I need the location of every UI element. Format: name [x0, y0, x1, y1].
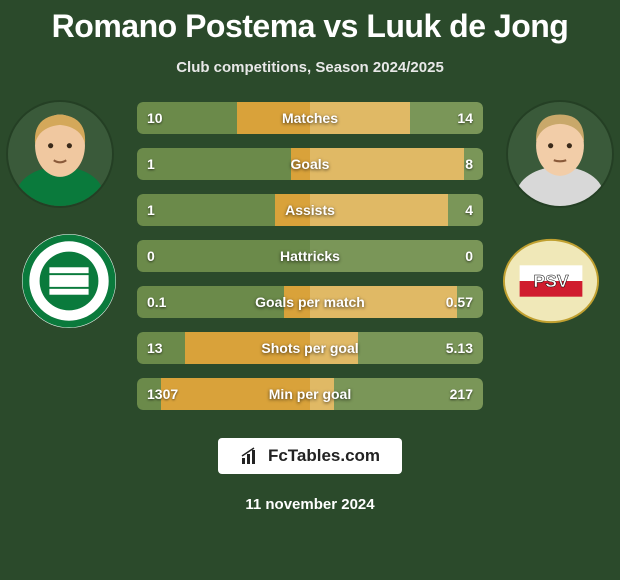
- stat-label: Shots per goal: [261, 340, 358, 356]
- stat-value-right: 0: [465, 248, 473, 264]
- stat-value-right: 8: [465, 156, 473, 172]
- stat-value-left: 10: [147, 110, 163, 126]
- bar-right: [310, 148, 483, 180]
- stat-row: 1 8 Goals: [137, 148, 483, 180]
- stat-row: 13 5.13 Shots per goal: [137, 332, 483, 364]
- club-left-icon: [20, 232, 118, 330]
- footer-logo-text: FcTables.com: [268, 446, 380, 466]
- chart-icon: [240, 446, 260, 466]
- bar-right-fill: [310, 148, 464, 180]
- stat-value-left: 0: [147, 248, 155, 264]
- player-right-icon: [508, 102, 612, 206]
- stat-value-left: 1: [147, 202, 155, 218]
- club-right-badge: PSV: [502, 232, 600, 330]
- stat-label: Goals: [291, 156, 330, 172]
- player-left-avatar: [8, 102, 112, 206]
- stat-row: 0 0 Hattricks: [137, 240, 483, 272]
- player-right-avatar: [508, 102, 612, 206]
- stat-label: Assists: [285, 202, 335, 218]
- date-label: 11 november 2024: [245, 496, 374, 513]
- bar-right: [310, 194, 483, 226]
- bar-left: [137, 148, 310, 180]
- stat-row: 1 4 Assists: [137, 194, 483, 226]
- stat-value-right: 217: [450, 386, 473, 402]
- player-left-icon: [8, 102, 112, 206]
- stat-value-left: 13: [147, 340, 163, 356]
- stat-value-right: 5.13: [446, 340, 473, 356]
- club-left-badge: [20, 232, 118, 330]
- stat-label: Goals per match: [255, 294, 365, 310]
- stat-value-left: 0.1: [147, 294, 166, 310]
- stat-row: 0.1 0.57 Goals per match: [137, 286, 483, 318]
- svg-text:PSV: PSV: [533, 271, 569, 291]
- stat-label: Matches: [282, 110, 338, 126]
- stat-label: Hattricks: [280, 248, 340, 264]
- comparison-infographic: Romano Postema vs Luuk de Jong Club comp…: [0, 0, 620, 580]
- subtitle: Club competitions, Season 2024/2025: [176, 59, 444, 76]
- club-right-icon: PSV: [502, 232, 600, 330]
- stat-value-left: 1: [147, 156, 155, 172]
- stat-bars: 1014Matches18Goals14Assists00Hattricks0.…: [137, 102, 483, 410]
- footer-logo: FcTables.com: [218, 438, 402, 474]
- stat-value-right: 14: [457, 110, 473, 126]
- stat-row: 1307 217 Min per goal: [137, 378, 483, 410]
- stat-value-left: 1307: [147, 386, 178, 402]
- bar-left: [137, 194, 310, 226]
- stat-value-right: 4: [465, 202, 473, 218]
- stat-label: Min per goal: [269, 386, 351, 402]
- chart-area: PSV 1014Matches18Goals14Assists00Hattric…: [0, 102, 620, 410]
- stat-value-right: 0.57: [446, 294, 473, 310]
- page-title: Romano Postema vs Luuk de Jong: [52, 8, 569, 45]
- stat-row: 10 14 Matches: [137, 102, 483, 134]
